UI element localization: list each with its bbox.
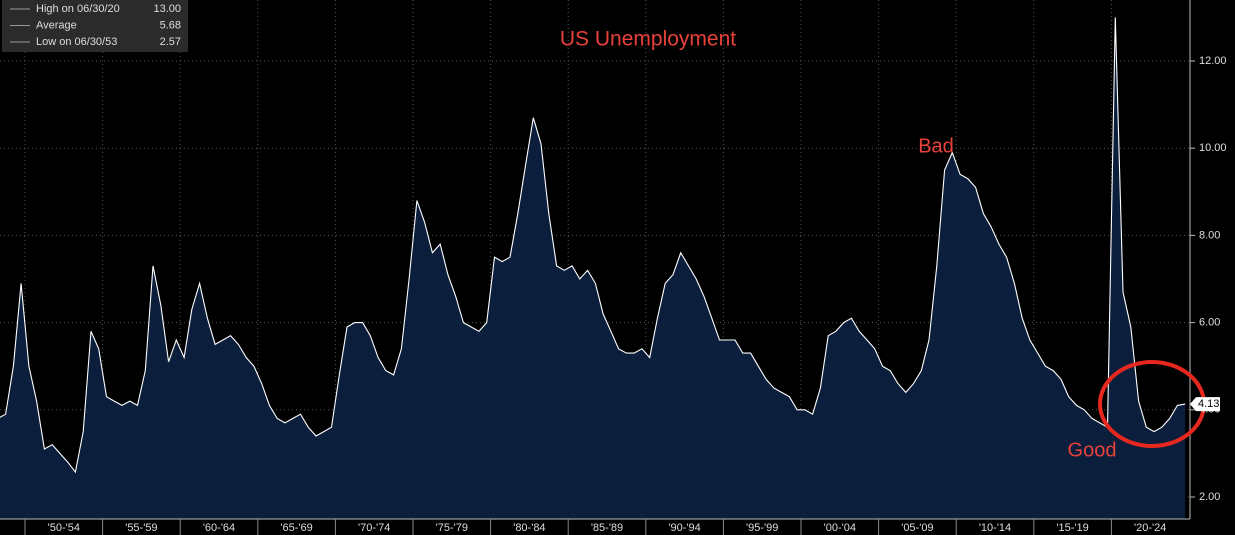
y-tick-label: 12.00 xyxy=(1199,55,1227,67)
legend-value: 5.68 xyxy=(160,19,181,31)
last-value-label: 4.13 xyxy=(1198,398,1219,410)
x-tick-label: '05-'09 xyxy=(901,522,933,534)
y-tick-label: 10.00 xyxy=(1199,142,1227,154)
annotation: Good xyxy=(1068,439,1117,461)
x-tick-label: '60-'64 xyxy=(203,522,235,534)
x-tick-label: '10-'14 xyxy=(979,522,1011,534)
x-tick-label: '55-'59 xyxy=(125,522,157,534)
x-tick-label: '20-'24 xyxy=(1134,522,1166,534)
y-tick-label: 6.00 xyxy=(1199,317,1220,329)
x-tick-label: '65-'69 xyxy=(280,522,312,534)
x-tick-label: '75-'79 xyxy=(436,522,468,534)
line xyxy=(0,17,1186,474)
x-tick-label: '90-'94 xyxy=(668,522,700,534)
y-tick-label: 2.00 xyxy=(1199,491,1220,503)
area xyxy=(0,17,1186,519)
x-tick-label: '00-'04 xyxy=(824,522,856,534)
x-tick-label: '50-'54 xyxy=(48,522,80,534)
x-tick-label: '95-'99 xyxy=(746,522,778,534)
y-tick-label: 8.00 xyxy=(1199,229,1220,241)
legend-value: 13.00 xyxy=(153,3,181,15)
legend: High on 06/30/20 13.00 Average 5.68 Low on 0… xyxy=(2,0,188,52)
plot xyxy=(0,17,1186,519)
legend-box xyxy=(2,0,188,52)
legend-label: High on 06/30/20 xyxy=(36,3,120,15)
annotation: Bad xyxy=(918,135,954,157)
x-tick-label: '80-'84 xyxy=(513,522,545,534)
x-tick-label: '85-'89 xyxy=(591,522,623,534)
last-value-tag xyxy=(1190,397,1220,412)
legend-label: Average xyxy=(36,19,77,31)
x-tick-label: '15-'19 xyxy=(1056,522,1088,534)
chart-title: US Unemployment xyxy=(560,28,736,51)
legend-value: 2.57 xyxy=(160,36,181,48)
x-tick-label: '70-'74 xyxy=(358,522,390,534)
legend-label: Low on 06/30/53 xyxy=(36,36,117,48)
